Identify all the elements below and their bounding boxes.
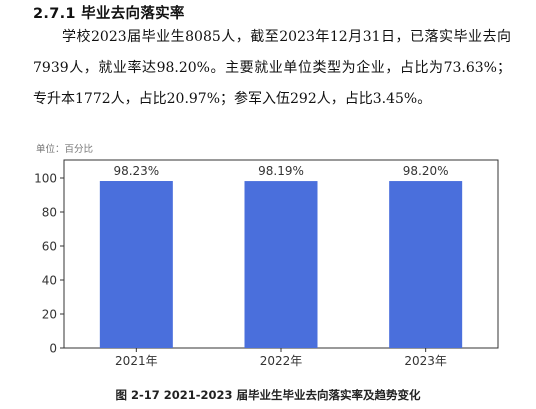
y-tick-label: 20 <box>42 308 57 322</box>
bar <box>244 181 318 348</box>
section-heading: 2.7.1 毕业去向落实率 <box>33 6 185 22</box>
y-tick-label: 60 <box>42 240 57 254</box>
unit-label: 单位：百分比 <box>36 143 93 155</box>
bar <box>389 181 463 348</box>
x-tick-label: 2021年 <box>115 354 158 368</box>
x-tick-label: 2023年 <box>404 354 447 368</box>
figure-caption: 图 2-17 2021-2023 届毕业生毕业去向落实率及趋势变化 <box>115 388 421 402</box>
bar <box>99 181 173 348</box>
x-tick-label: 2022年 <box>260 354 303 368</box>
section-paragraph: 学校2023届毕业生8085人，截至2023年12月31日，已落实毕业去向793… <box>33 29 511 107</box>
y-tick-label: 40 <box>42 274 57 288</box>
data-label: 98.20% <box>403 164 449 178</box>
y-tick-label: 100 <box>34 172 57 186</box>
y-tick-label: 80 <box>42 206 57 220</box>
data-label: 98.19% <box>258 164 304 178</box>
y-tick-label: 0 <box>49 342 57 356</box>
data-label: 98.23% <box>113 164 159 178</box>
